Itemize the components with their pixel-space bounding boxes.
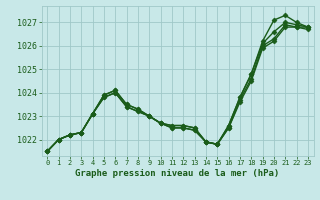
X-axis label: Graphe pression niveau de la mer (hPa): Graphe pression niveau de la mer (hPa) bbox=[76, 169, 280, 178]
